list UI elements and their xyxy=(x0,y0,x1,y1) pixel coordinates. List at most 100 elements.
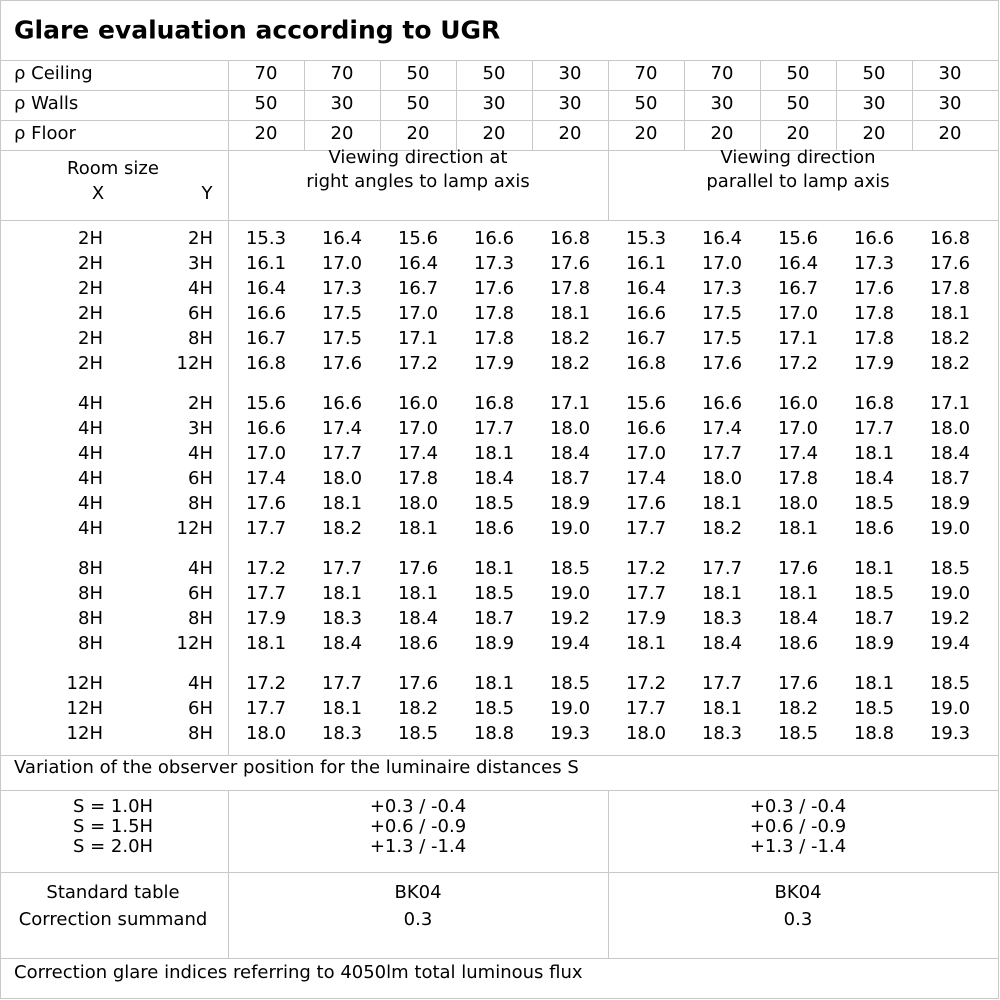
rule xyxy=(0,60,999,61)
ugr-value: 18.5 xyxy=(853,698,895,719)
reflectance-value: 30 xyxy=(710,93,734,114)
room-x: 2H xyxy=(78,253,103,274)
direction-header: Viewing direction at xyxy=(328,147,508,168)
ugr-value: 15.6 xyxy=(777,228,819,249)
ugr-value: 17.4 xyxy=(777,443,819,464)
room-y: 6H xyxy=(188,583,213,604)
standard-value: 0.3 xyxy=(403,909,433,930)
standard-value: 0.3 xyxy=(783,909,813,930)
ugr-value: 16.8 xyxy=(245,353,287,374)
ugr-value: 18.6 xyxy=(473,518,515,539)
room-y: 4H xyxy=(188,443,213,464)
ugr-value: 19.4 xyxy=(929,633,971,654)
ugr-value: 18.0 xyxy=(777,493,819,514)
reflectance-value: 20 xyxy=(786,123,810,144)
ugr-value: 18.1 xyxy=(853,558,895,579)
rule xyxy=(0,872,999,873)
ugr-value: 18.5 xyxy=(929,558,971,579)
room-y: 6H xyxy=(188,303,213,324)
ugr-value: 19.0 xyxy=(549,518,591,539)
ugr-value: 18.1 xyxy=(853,443,895,464)
ugr-value: 19.3 xyxy=(929,723,971,744)
ugr-value: 19.3 xyxy=(549,723,591,744)
ugr-value: 17.6 xyxy=(549,253,591,274)
ugr-value: 18.5 xyxy=(473,583,515,604)
ugr-value: 17.2 xyxy=(777,353,819,374)
variation-value: +0.3 / -0.4 xyxy=(369,796,467,817)
ugr-value: 18.2 xyxy=(321,518,363,539)
ugr-value: 18.2 xyxy=(549,328,591,349)
ugr-value: 18.3 xyxy=(701,723,743,744)
ugr-value: 17.6 xyxy=(397,673,439,694)
ugr-value: 16.1 xyxy=(625,253,667,274)
reflectance-label: ρ Floor xyxy=(14,123,76,144)
rule xyxy=(228,60,229,755)
ugr-value: 17.5 xyxy=(321,328,363,349)
ugr-value: 18.0 xyxy=(321,468,363,489)
ugr-value: 18.2 xyxy=(929,328,971,349)
ugr-value: 18.0 xyxy=(245,723,287,744)
reflectance-value: 20 xyxy=(634,123,658,144)
ugr-value: 18.1 xyxy=(549,303,591,324)
ugr-value: 17.0 xyxy=(397,303,439,324)
ugr-value: 17.6 xyxy=(929,253,971,274)
ugr-value: 17.6 xyxy=(853,278,895,299)
ugr-value: 17.8 xyxy=(397,468,439,489)
ugr-value: 19.0 xyxy=(929,518,971,539)
ugr-value: 16.8 xyxy=(853,393,895,414)
ugr-value: 15.6 xyxy=(245,393,287,414)
ugr-value: 18.5 xyxy=(473,698,515,719)
ugr-value: 17.5 xyxy=(701,303,743,324)
rule xyxy=(0,120,999,121)
ugr-value: 17.9 xyxy=(853,353,895,374)
ugr-value: 17.4 xyxy=(245,468,287,489)
room-y: 12H xyxy=(176,353,213,374)
rule xyxy=(456,60,457,150)
room-x: 8H xyxy=(78,608,103,629)
ugr-value: 17.4 xyxy=(397,443,439,464)
reflectance-value: 20 xyxy=(862,123,886,144)
ugr-value: 16.7 xyxy=(777,278,819,299)
ugr-value: 18.1 xyxy=(245,633,287,654)
ugr-value: 17.2 xyxy=(625,558,667,579)
ugr-value: 17.4 xyxy=(625,468,667,489)
reflectance-value: 50 xyxy=(634,93,658,114)
ugr-value: 18.2 xyxy=(929,353,971,374)
ugr-value: 18.7 xyxy=(929,468,971,489)
ugr-value: 17.7 xyxy=(321,443,363,464)
reflectance-value: 20 xyxy=(938,123,962,144)
room-y: 6H xyxy=(188,698,213,719)
ugr-value: 18.1 xyxy=(397,518,439,539)
room-x: 8H xyxy=(78,558,103,579)
room-y: 8H xyxy=(188,328,213,349)
room-x: 2H xyxy=(78,303,103,324)
rule xyxy=(0,998,999,999)
ugr-value: 18.1 xyxy=(321,698,363,719)
ugr-value: 17.7 xyxy=(321,558,363,579)
reflectance-value: 20 xyxy=(406,123,430,144)
rule xyxy=(0,0,999,1)
ugr-value: 16.0 xyxy=(777,393,819,414)
reflectance-value: 50 xyxy=(862,63,886,84)
room-y: 4H xyxy=(188,278,213,299)
rule xyxy=(0,0,1,999)
ugr-value: 18.4 xyxy=(929,443,971,464)
rule xyxy=(608,60,609,150)
ugr-value: 16.4 xyxy=(397,253,439,274)
ugr-value: 16.4 xyxy=(625,278,667,299)
ugr-value: 18.1 xyxy=(929,303,971,324)
ugr-value: 17.7 xyxy=(625,518,667,539)
rule xyxy=(912,60,913,150)
ugr-value: 18.4 xyxy=(321,633,363,654)
ugr-value: 18.1 xyxy=(701,698,743,719)
room-x: 2H xyxy=(78,228,103,249)
reflectance-value: 30 xyxy=(862,93,886,114)
ugr-value: 18.1 xyxy=(473,443,515,464)
title: Glare evaluation according to UGR xyxy=(14,15,501,45)
rule xyxy=(0,790,999,791)
reflectance-value: 20 xyxy=(482,123,506,144)
ugr-value: 18.9 xyxy=(549,493,591,514)
ugr-value: 17.3 xyxy=(321,278,363,299)
ugr-value: 17.6 xyxy=(777,673,819,694)
rule xyxy=(228,790,229,958)
